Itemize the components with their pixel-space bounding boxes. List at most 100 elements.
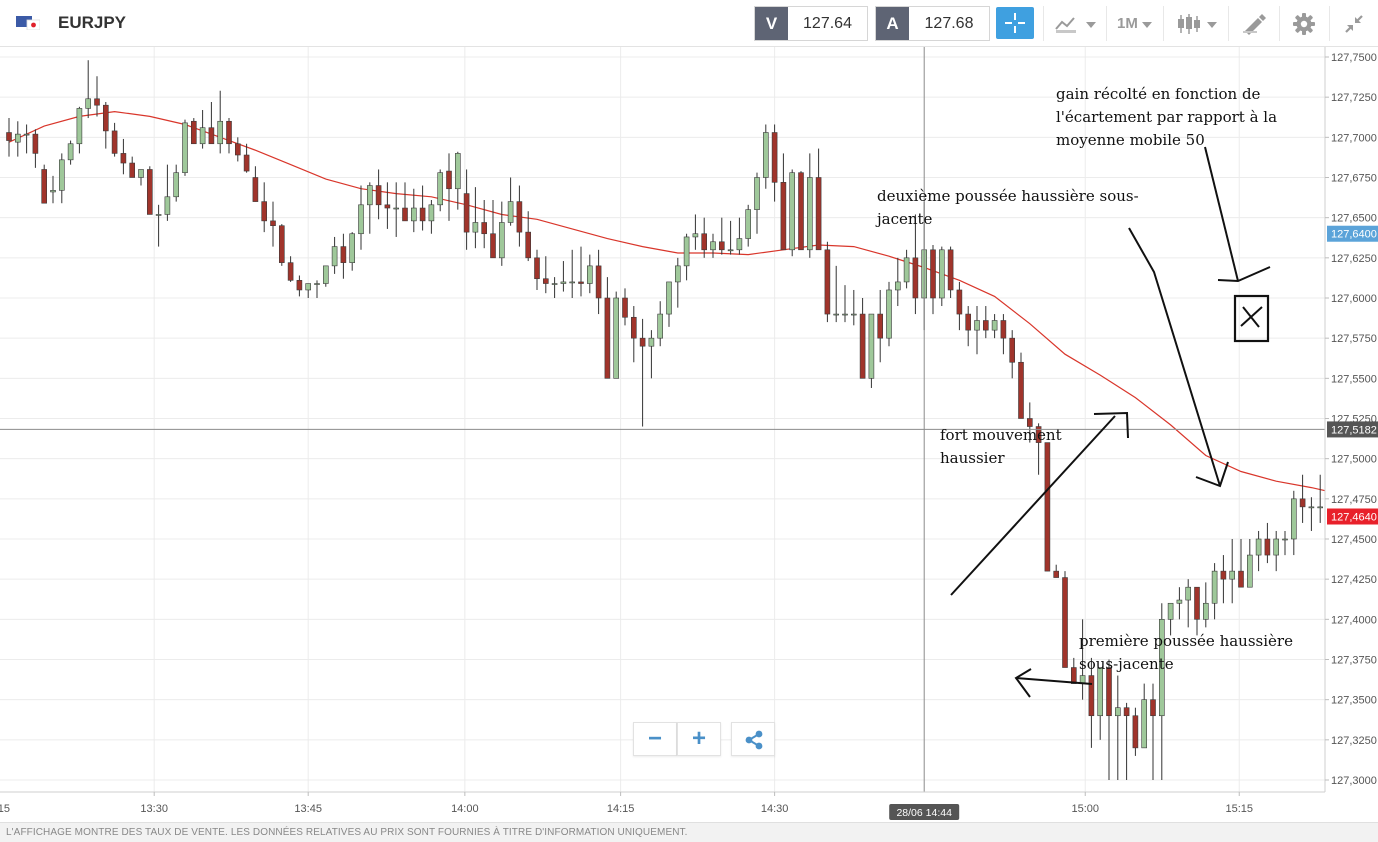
y-tick-label: 127,3000 — [1331, 775, 1377, 787]
y-tick-label: 127,6750 — [1331, 173, 1377, 185]
annotation-first-push-line2: sous-jacente — [1079, 655, 1174, 673]
arrow-first-push — [1015, 677, 1093, 685]
ask-price-button[interactable]: A 127.68 — [875, 6, 990, 41]
candle-bullish — [762, 124, 769, 189]
candle-bullish — [842, 285, 848, 323]
candle-body — [736, 238, 743, 251]
y-tick-label: 127,5750 — [1331, 333, 1377, 345]
price-chart[interactable]: 127,7500 127,7250 127,7000 127,6750 127,6500… — [0, 47, 1378, 822]
candle-bearish — [824, 241, 831, 323]
candle-body — [1000, 320, 1007, 339]
timeframe-button[interactable]: 1M — [1106, 6, 1162, 41]
candle-bearish — [1018, 352, 1024, 419]
candle-bearish — [384, 182, 391, 229]
candle-bullish — [331, 236, 338, 274]
y-tick-label: 127,6500 — [1331, 213, 1377, 225]
chart-type-button[interactable] — [1043, 6, 1105, 41]
candle-bearish — [419, 185, 426, 231]
candle-bullish — [1308, 497, 1315, 531]
y-tick-label: 127,4750 — [1331, 494, 1377, 506]
bid-value: 127.64 — [803, 15, 852, 32]
candle-body — [402, 207, 408, 222]
crosshair-button[interactable] — [996, 7, 1034, 39]
candle-body — [463, 193, 470, 233]
candle-bearish — [1150, 683, 1156, 780]
drawing-tools-button[interactable] — [1228, 6, 1278, 41]
candle-body — [314, 283, 320, 285]
x-tick-label: 13:45 — [294, 803, 322, 815]
candle-body — [1053, 570, 1059, 578]
candle-body — [639, 337, 646, 347]
candle-bullish — [648, 330, 655, 379]
candle-body — [780, 182, 787, 251]
settings-button[interactable] — [1279, 6, 1328, 41]
candle-body — [798, 172, 804, 251]
candle-bullish — [886, 281, 892, 347]
zoom-out-button[interactable]: − — [633, 722, 677, 756]
candle-bearish — [252, 166, 259, 202]
candle-bearish — [490, 199, 496, 259]
candle-body — [824, 249, 831, 315]
candle-bearish — [340, 233, 347, 279]
candle-body — [1044, 442, 1051, 572]
candle-bullish — [50, 175, 56, 204]
footer: L'AFFICHAGE MONTRE DES TAUX DE VENTE. LE… — [0, 822, 1378, 842]
candle-body — [6, 132, 12, 141]
candle-body — [1255, 538, 1262, 556]
candle-bearish — [270, 201, 276, 247]
candle-bearish — [235, 137, 241, 162]
candle-bearish — [243, 143, 250, 173]
candle-body — [1291, 498, 1297, 540]
candle-bullish — [754, 172, 760, 234]
candle-bullish — [472, 187, 479, 249]
candle-bullish — [393, 182, 400, 237]
candle-bullish — [551, 277, 558, 298]
gain-box-cross — [1240, 306, 1263, 327]
candle-bullish — [58, 153, 65, 204]
candle-bullish — [199, 110, 206, 149]
candle-body — [1106, 667, 1112, 717]
candle-bullish — [366, 182, 373, 234]
candle-body — [358, 204, 364, 235]
candle-bullish — [1247, 539, 1253, 588]
annotation-drawings — [950, 146, 1271, 698]
arrow-strong-move — [950, 415, 1116, 596]
candle-body — [789, 172, 796, 251]
candle-bearish — [771, 124, 778, 202]
candle-body — [754, 177, 760, 210]
candle-bullish — [23, 124, 30, 154]
candle-bullish — [15, 121, 21, 157]
candle-bearish — [1088, 657, 1095, 748]
candle-bullish — [560, 261, 567, 292]
candle-body — [278, 225, 285, 263]
y-tick-label: 127,3250 — [1331, 735, 1377, 747]
candle-body — [982, 320, 989, 331]
candle-bearish — [296, 275, 303, 297]
candle-body — [1273, 538, 1279, 556]
candle-bullish — [894, 257, 901, 307]
candle-body — [1097, 667, 1103, 717]
candle-body — [481, 222, 488, 235]
gear-icon — [1293, 13, 1315, 35]
candle-bullish — [507, 177, 514, 226]
bid-price-button[interactable]: V 127.64 — [754, 6, 868, 41]
candle-body — [1176, 599, 1183, 604]
candle-body — [67, 143, 74, 161]
zoom-in-button[interactable]: + — [677, 722, 721, 756]
indicators-button[interactable] — [1163, 6, 1227, 41]
candle-bearish — [1106, 659, 1112, 780]
candle-body — [578, 281, 584, 284]
candle-body — [199, 127, 206, 145]
share-button[interactable] — [731, 722, 775, 756]
candle-body — [15, 133, 21, 143]
candle-body — [1018, 361, 1024, 419]
candle-bullish — [314, 280, 320, 298]
candle-body — [1238, 570, 1244, 588]
candle-bullish — [903, 249, 910, 289]
candle-bearish — [481, 199, 488, 249]
collapse-button[interactable] — [1329, 6, 1378, 41]
candle-bearish — [6, 118, 12, 157]
candle-body — [859, 313, 866, 379]
candle-bearish — [41, 164, 48, 204]
candle-body — [622, 297, 628, 318]
